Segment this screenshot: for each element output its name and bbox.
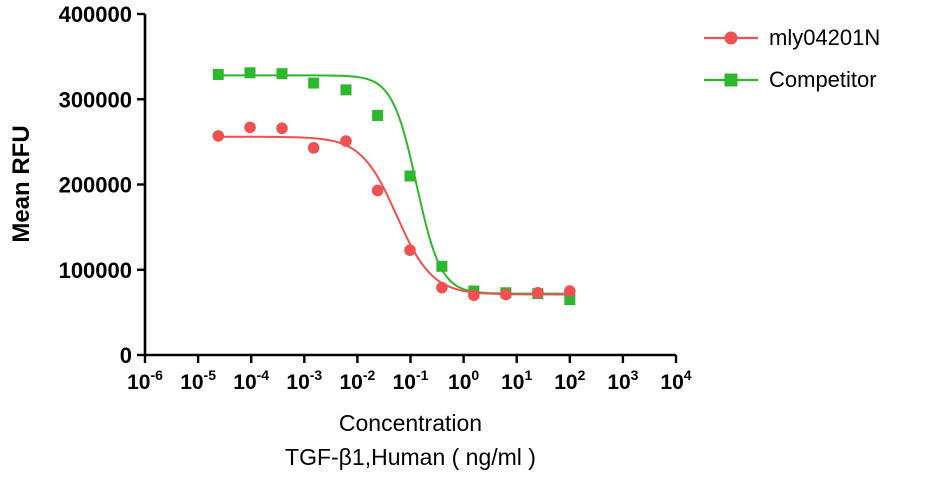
data-point-mly04201N	[244, 121, 256, 134]
x-axis-title-line1: Concentration	[338, 410, 483, 436]
y-tick-label: 400000	[59, 2, 132, 27]
y-axis-title: Mean RFU	[8, 125, 35, 243]
data-point-mly04201N	[500, 288, 512, 301]
x-tick-label: 10-1	[393, 367, 429, 394]
data-point-Competitor	[244, 67, 256, 79]
data-point-Competitor	[436, 260, 448, 272]
legend-item-1: mly04201N	[703, 25, 880, 51]
axes	[143, 14, 676, 357]
x-tick-label: 10-6	[127, 367, 163, 394]
x-tick-label: 10-4	[233, 367, 269, 394]
legend: mly04201N Competitor	[703, 25, 880, 93]
x-tick-label: 10-2	[339, 367, 375, 394]
data-point-mly04201N	[404, 244, 416, 256]
x-tick-label: 100	[448, 367, 479, 394]
data-point-Competitor	[212, 69, 224, 81]
fit-curve-mly04201N	[218, 135, 570, 296]
x-tick-label: 10-5	[180, 367, 216, 394]
y-tick-label: 200000	[59, 173, 132, 198]
fit-curve-Competitor	[218, 74, 570, 295]
legend-label: mly04201N	[769, 25, 881, 50]
x-tick-label: 103	[607, 367, 638, 394]
data-point-mly04201N	[564, 285, 576, 297]
x-tick-label: 10-3	[286, 367, 322, 394]
data-point-mly04201N	[307, 142, 320, 154]
data-point-Competitor	[340, 84, 352, 96]
data-point-mly04201N	[276, 122, 288, 135]
legend-square-icon	[704, 73, 758, 87]
data-point-Competitor	[404, 170, 416, 182]
data-point-mly04201N	[532, 286, 544, 299]
data-point-mly04201N	[468, 289, 480, 302]
x-tick-label: 104	[660, 367, 691, 394]
data-point-mly04201N	[436, 281, 448, 294]
x-tick-label: 102	[554, 367, 585, 394]
x-axis-title-line2: TGF-β1,Human ( ng/ml )	[285, 444, 536, 470]
data-point-Competitor	[564, 294, 576, 306]
data-point-Competitor	[372, 109, 384, 121]
data-point-Competitor	[276, 68, 288, 80]
x-tick-label: 101	[501, 367, 532, 394]
y-tick-label: 100000	[59, 258, 132, 283]
y-tick-label: 300000	[59, 87, 132, 112]
data-point-Competitor	[308, 77, 320, 89]
data-point-mly04201N	[212, 130, 225, 142]
y-tick-label: 0	[120, 343, 132, 368]
legend-item-2: Competitor	[703, 67, 880, 93]
data-point-mly04201N	[340, 135, 352, 147]
legend-label: Competitor	[769, 67, 877, 92]
data-point-mly04201N	[371, 184, 384, 197]
legend-circle-icon	[704, 31, 758, 45]
